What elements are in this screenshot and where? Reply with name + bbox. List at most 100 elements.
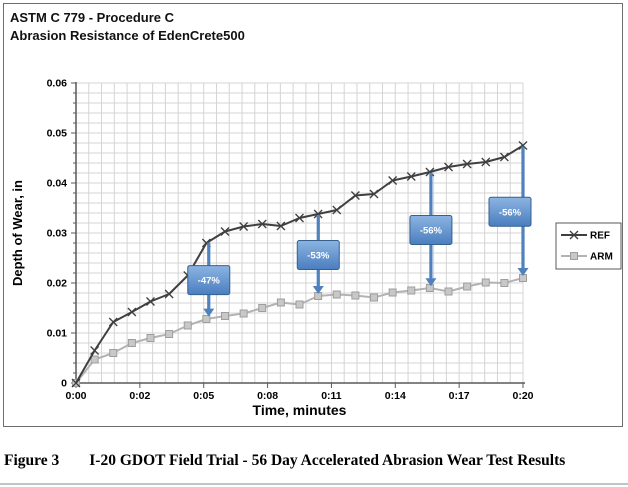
legend-entry-ref: REF <box>561 231 610 242</box>
square-marker <box>444 287 453 296</box>
x-marker <box>332 205 342 215</box>
annotation: -53% <box>296 214 340 294</box>
x-marker <box>276 221 286 231</box>
square-marker <box>221 312 229 320</box>
series-line <box>75 277 524 384</box>
series-arm <box>72 274 527 387</box>
annotation-box <box>187 265 231 296</box>
x-marker <box>146 297 155 306</box>
square-marker <box>276 298 285 307</box>
x-axis-title: Time, minutes <box>253 402 347 418</box>
x-marker <box>569 230 579 240</box>
annotation: -56% <box>409 172 453 287</box>
x-marker <box>257 219 267 229</box>
y-tick-label: 0.05 <box>47 128 68 140</box>
y-tick-label: 0.06 <box>47 78 68 90</box>
square-marker <box>351 291 360 300</box>
annotation: -47% <box>187 242 231 317</box>
annotation-box <box>488 196 532 227</box>
chart-svg: 0 0.01 0.02 0.03 0.04 0.05 0.06 0:00 0:02 0:05 0:0… <box>10 78 622 418</box>
gridlines <box>76 82 524 383</box>
square-marker <box>481 278 490 287</box>
y-tick-label: 0.03 <box>47 228 68 240</box>
x-marker <box>90 346 100 355</box>
square-marker <box>109 349 118 357</box>
x-tick-label: 0:02 <box>129 390 150 402</box>
annotation-arrowhead <box>517 268 529 276</box>
x-marker <box>425 167 435 177</box>
annotation-arrowhead <box>203 308 215 317</box>
square-marker <box>258 304 267 312</box>
square-marker <box>295 300 304 309</box>
square-marker <box>425 284 434 292</box>
annotation: -56% <box>488 146 532 276</box>
y-axis-title: Depth of Wear, in <box>10 180 25 286</box>
y-tick-label: 0.04 <box>47 178 68 190</box>
annotation-arrowhead <box>312 285 324 294</box>
annotation-box <box>296 239 340 270</box>
square-marker <box>127 339 136 347</box>
x-marker <box>313 209 323 219</box>
x-marker <box>201 238 211 248</box>
square-marker <box>146 334 155 342</box>
annotation-arrowhead <box>425 278 437 287</box>
figure-number: Figure 3 <box>4 452 60 469</box>
figure-caption-text: I-20 GDOT Field Trial - 56 Day Accelerat… <box>89 452 566 469</box>
y-tick-labels: 0 0.01 0.02 0.03 0.04 0.05 0.06 <box>47 78 68 390</box>
x-marker <box>239 222 249 231</box>
square-marker <box>239 309 248 318</box>
x-marker <box>127 307 137 317</box>
tick-marks <box>71 82 524 388</box>
x-marker <box>164 289 174 299</box>
figure-caption: Figure 3 I-20 GDOT Field Trial - 56 Day A… <box>4 452 624 470</box>
x-marker <box>295 213 304 223</box>
y-tick-label: 0.01 <box>47 328 68 340</box>
chart-area: ASTM C 779 - Procedure C Abrasion Resist… <box>3 3 623 427</box>
square-marker <box>332 290 341 299</box>
x-marker <box>71 378 81 388</box>
square-marker <box>183 321 192 330</box>
x-marker <box>462 159 472 169</box>
annotation-label: -56% <box>499 207 522 218</box>
legend-box <box>555 222 622 270</box>
x-marker <box>518 141 528 150</box>
y-tick-label: 0.02 <box>47 278 68 290</box>
x-tick-label: 0:20 <box>512 390 533 402</box>
legend-label: ARM <box>590 252 613 263</box>
x-tick-label: 0:05 <box>193 390 214 402</box>
x-marker <box>481 157 491 167</box>
annotation-label: -56% <box>420 225 443 236</box>
legend-label: REF <box>590 231 610 242</box>
annotation-box <box>409 214 453 245</box>
legend-entry-arm: ARM <box>561 252 613 263</box>
legend: REF ARM <box>555 222 622 270</box>
x-tick-label: 0:08 <box>257 390 278 402</box>
page-bottom-rule <box>0 483 628 485</box>
x-marker <box>499 152 509 162</box>
series-ref <box>71 141 528 388</box>
x-marker <box>406 172 416 181</box>
square-marker <box>500 279 509 287</box>
square-marker <box>202 315 211 323</box>
square-marker <box>407 286 416 295</box>
x-marker <box>108 317 118 327</box>
x-tick-labels: 0:00 0:02 0:05 0:08 0:11 0:14 0:17 0:20 <box>65 390 533 402</box>
x-tick-label: 0:00 <box>65 390 86 402</box>
square-marker <box>370 293 378 302</box>
x-tick-label: 0:17 <box>449 390 470 402</box>
square-marker <box>388 288 397 297</box>
annotation-label: -53% <box>307 250 330 261</box>
x-marker <box>220 227 230 236</box>
x-tick-label: 0:14 <box>385 390 406 402</box>
x-marker <box>350 191 360 200</box>
square-marker <box>570 252 578 260</box>
square-marker <box>463 282 472 291</box>
y-tick-label: 0 <box>61 378 67 390</box>
chart-title-line2: Abrasion Resistance of EdenCrete500 <box>10 28 245 43</box>
annotation-label: -47% <box>198 276 221 287</box>
chart-title: ASTM C 779 - Procedure C Abrasion Resist… <box>10 9 245 45</box>
x-marker <box>369 189 379 199</box>
chart-title-line1: ASTM C 779 - Procedure C <box>10 10 174 25</box>
square-marker <box>90 355 99 364</box>
x-marker <box>444 162 453 172</box>
